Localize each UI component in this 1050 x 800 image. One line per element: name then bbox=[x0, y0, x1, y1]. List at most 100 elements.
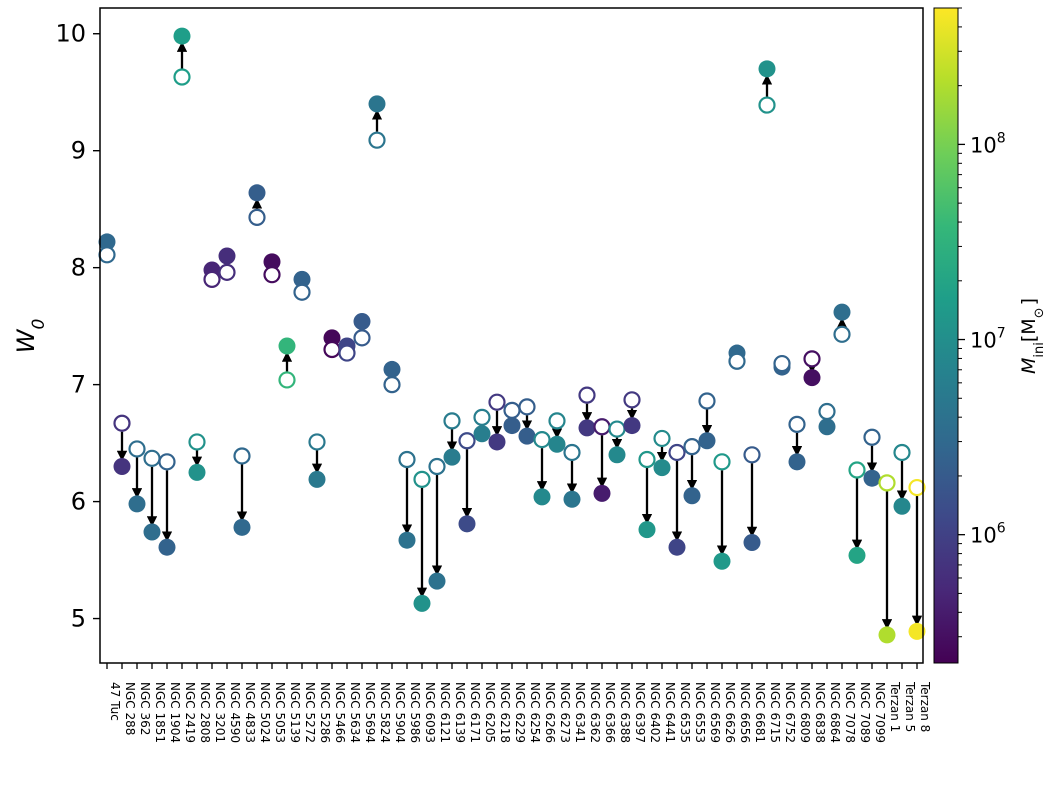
x-tick-label: NGC 288 bbox=[123, 682, 137, 735]
colorbar-tick-label: 106 bbox=[970, 521, 1006, 548]
final-w0-point bbox=[743, 534, 761, 552]
initial-w0-point bbox=[488, 393, 506, 411]
x-tick-label: NGC 5466 bbox=[333, 682, 347, 743]
final-w0-point bbox=[803, 369, 821, 387]
initial-w0-point bbox=[698, 392, 716, 410]
final-w0-point bbox=[98, 233, 116, 251]
initial-w0-point bbox=[383, 376, 401, 394]
x-tick-label: NGC 1904 bbox=[168, 682, 182, 743]
initial-w0-point bbox=[188, 433, 206, 451]
x-tick-label: NGC 5824 bbox=[378, 682, 392, 743]
initial-w0-point bbox=[548, 412, 566, 430]
x-tick-label: Terzan 5 bbox=[903, 681, 917, 732]
x-tick-label: NGC 6715 bbox=[768, 682, 782, 743]
final-w0-point bbox=[233, 518, 251, 536]
colorbar bbox=[933, 7, 959, 664]
initial-w0-point bbox=[878, 474, 896, 492]
plot-frame bbox=[99, 7, 924, 664]
initial-w0-point bbox=[728, 352, 746, 370]
x-tick-label: NGC 6273 bbox=[558, 682, 572, 743]
x-tick-label: NGC 6388 bbox=[618, 682, 632, 743]
initial-w0-point bbox=[833, 325, 851, 343]
final-w0-point bbox=[263, 253, 281, 271]
x-tick-label: NGC 6266 bbox=[543, 682, 557, 743]
final-w0-point bbox=[698, 432, 716, 450]
final-w0-point bbox=[398, 531, 416, 549]
initial-w0-point bbox=[893, 443, 911, 462]
x-tick-label: NGC 6341 bbox=[573, 682, 587, 743]
x-tick-label: NGC 3201 bbox=[213, 682, 227, 743]
x-tick-label: NGC 6218 bbox=[498, 682, 512, 743]
initial-w0-point bbox=[458, 432, 476, 450]
x-tick-label: NGC 4590 bbox=[228, 682, 242, 743]
y-axis-title: W0 bbox=[12, 319, 49, 354]
initial-w0-point bbox=[518, 398, 536, 416]
initial-w0-point bbox=[608, 420, 626, 438]
final-w0-point bbox=[848, 546, 866, 564]
x-tick-label: NGC 5053 bbox=[273, 682, 287, 743]
final-w0-point bbox=[518, 427, 536, 445]
initial-w0-point bbox=[173, 68, 191, 86]
arrows-layer bbox=[101, 41, 923, 630]
x-tick-label: NGC 6535 bbox=[678, 682, 692, 743]
y-tick-label: 9 bbox=[71, 137, 86, 165]
x-tick-label: NGC 362 bbox=[138, 682, 152, 735]
initial-w0-point bbox=[143, 449, 161, 467]
final-w0-point bbox=[158, 538, 176, 556]
final-w0-point bbox=[608, 446, 626, 464]
initial-w0-point bbox=[593, 418, 611, 436]
initial-w0-point bbox=[578, 386, 596, 404]
final-w0-point bbox=[473, 425, 491, 443]
x-tick-label: NGC 5139 bbox=[288, 682, 302, 743]
y-tick-label: 5 bbox=[71, 605, 86, 633]
x-tick-label: 47 Tuc bbox=[108, 682, 122, 721]
x-tick-label: NGC 6569 bbox=[708, 682, 722, 743]
x-tick-label: NGC 2808 bbox=[198, 682, 212, 743]
initial-w0-point bbox=[638, 450, 656, 469]
x-tick-label: NGC 6441 bbox=[663, 682, 677, 743]
x-tick-label: NGC 6121 bbox=[438, 682, 452, 743]
x-tick-label: NGC 6254 bbox=[528, 682, 542, 743]
final-w0-point bbox=[623, 417, 641, 435]
x-tick-label: NGC 6553 bbox=[693, 682, 707, 743]
x-tick-label: NGC 6838 bbox=[813, 682, 827, 743]
initial-w0-point bbox=[653, 429, 671, 448]
initial-w0-point bbox=[908, 478, 926, 497]
initial-w0-point bbox=[758, 96, 776, 114]
final-w0-point bbox=[413, 594, 431, 612]
initial-w0-point bbox=[113, 414, 131, 432]
x-tick-label: NGC 5634 bbox=[348, 682, 362, 743]
initial-w0-point bbox=[293, 283, 311, 301]
initial-w0-point bbox=[233, 447, 251, 465]
final-w0-point bbox=[863, 469, 881, 487]
x-tick-label: NGC 6864 bbox=[828, 682, 842, 743]
initial-w0-point bbox=[803, 350, 821, 368]
initial-w0-point bbox=[863, 428, 881, 446]
initial-w0-point bbox=[98, 246, 116, 264]
initial-w0-point bbox=[773, 354, 791, 373]
final-w0-point bbox=[533, 488, 551, 506]
x-tick-label: Terzan 1 bbox=[888, 681, 902, 732]
x-tick-label: NGC 5024 bbox=[258, 682, 272, 743]
initial-w0-point bbox=[443, 412, 461, 430]
final-w0-point bbox=[593, 484, 611, 502]
initial-w0-point bbox=[248, 208, 266, 226]
initial-w0-point bbox=[533, 430, 551, 449]
x-tick-label: NGC 7099 bbox=[873, 682, 887, 743]
x-tick-label: NGC 6809 bbox=[798, 682, 812, 743]
x-tick-label: NGC 6205 bbox=[483, 682, 497, 743]
final-w0-point bbox=[563, 490, 581, 508]
x-tick-label: NGC 5694 bbox=[363, 682, 377, 743]
final-w0-point bbox=[758, 60, 776, 78]
final-w0-point bbox=[458, 515, 476, 533]
final-w0-point bbox=[278, 337, 296, 355]
initial-w0-point bbox=[398, 450, 416, 469]
final-w0-point bbox=[368, 95, 386, 113]
final-w0-point bbox=[683, 487, 701, 505]
x-tick-label: NGC 6397 bbox=[633, 682, 647, 743]
initial-w0-point bbox=[203, 270, 221, 288]
colorbar-tick-label: 108 bbox=[970, 130, 1006, 157]
initial-w0-point bbox=[338, 344, 356, 362]
colorbar-tick-label: 107 bbox=[970, 326, 1006, 353]
